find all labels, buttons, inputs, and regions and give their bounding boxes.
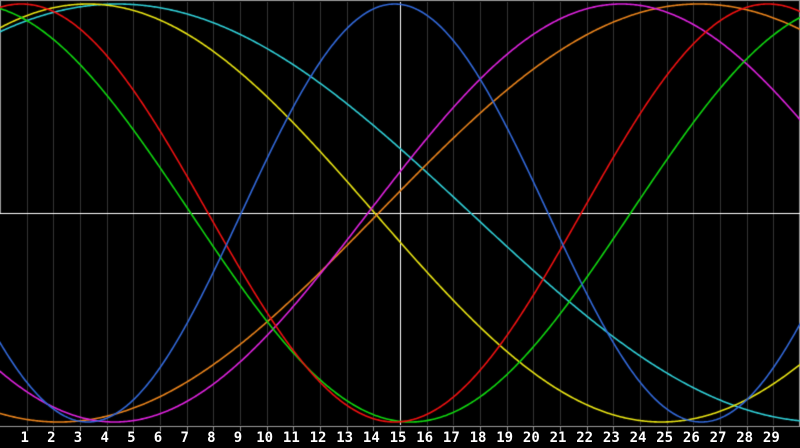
x-axis-label: 21 xyxy=(549,430,567,446)
x-axis-label: 23 xyxy=(602,430,620,446)
x-axis-label: 19 xyxy=(496,430,514,446)
x-axis-label: 13 xyxy=(336,430,354,446)
x-axis-label: 16 xyxy=(416,430,434,446)
x-axis-label: 1 xyxy=(20,430,29,446)
x-axis-label: 29 xyxy=(762,430,780,446)
x-axis-label: 27 xyxy=(709,430,727,446)
x-axis-label: 24 xyxy=(629,430,647,446)
x-axis-label: 14 xyxy=(362,430,380,446)
x-axis-label: 28 xyxy=(736,430,754,446)
x-axis-label: 18 xyxy=(469,430,487,446)
x-axis-label: 12 xyxy=(309,430,327,446)
x-axis-label: 6 xyxy=(153,430,163,446)
x-axis-label: 15 xyxy=(389,430,407,446)
x-axis-label: 7 xyxy=(180,430,189,446)
x-axis-label: 4 xyxy=(100,430,109,446)
x-axis-label: 9 xyxy=(233,430,243,446)
x-axis-label: 22 xyxy=(576,430,594,446)
x-axis-label: 3 xyxy=(73,430,83,446)
x-axis-label: 5 xyxy=(127,430,136,446)
x-axis-label: 26 xyxy=(682,430,700,446)
x-axis-label: 25 xyxy=(656,430,674,446)
x-axis-label: 11 xyxy=(282,430,300,446)
x-axis-label: 10 xyxy=(256,430,274,446)
x-axis-label: 20 xyxy=(522,430,540,446)
x-axis-label: 2 xyxy=(47,430,56,446)
x-axis-label: 8 xyxy=(207,430,216,446)
x-axis-label: 17 xyxy=(442,430,460,446)
x-axis-day-labels: 1 2 3 4 5 6 7 8 9 10 11 12 13 14 15 16 17 18 19 20 21 22 23 24 2… xyxy=(0,429,800,448)
